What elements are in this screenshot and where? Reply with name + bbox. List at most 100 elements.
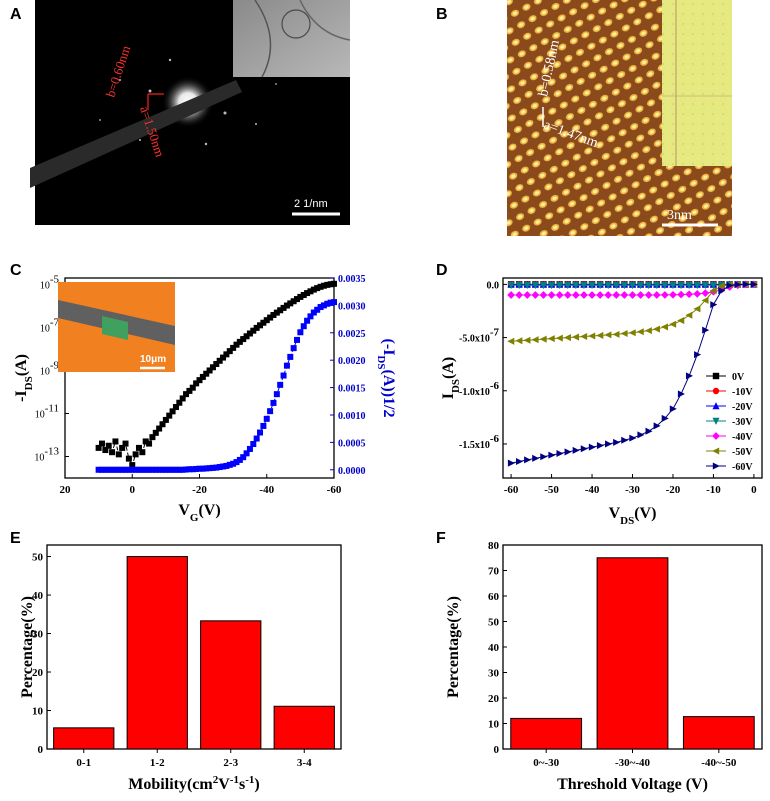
point-sqrt-ids (125, 466, 132, 473)
point-sqrt-ids (267, 408, 274, 415)
point-sqrt-ids (162, 466, 169, 473)
point-sqrt-ids (149, 466, 156, 473)
point--50V (596, 331, 604, 339)
y-tick-label: 60 (488, 591, 500, 603)
point--40V (685, 290, 693, 299)
point--40V (596, 291, 604, 299)
legend-marker (712, 447, 720, 455)
point-log-ids (196, 377, 203, 384)
point-sqrt-ids (112, 466, 119, 473)
point-log-ids (270, 311, 277, 318)
point--40V (628, 291, 637, 299)
point--50V (539, 335, 547, 343)
legend-marker (712, 432, 720, 440)
y-tick-label: 40 (488, 642, 500, 654)
point-log-ids (273, 309, 280, 316)
point-log-ids (226, 348, 233, 355)
point--30V (653, 282, 661, 290)
point--60V (669, 405, 677, 413)
point--60V (596, 442, 604, 450)
point-log-ids (105, 442, 112, 449)
point-log-ids (307, 288, 314, 295)
point-sqrt-ids (294, 336, 301, 343)
point-sqrt-ids (166, 466, 173, 473)
point-sqrt-ids (324, 300, 331, 307)
y-tick-label: -1.0x10-6 (459, 380, 500, 398)
point-log-ids (317, 283, 324, 290)
point--50V (636, 328, 644, 336)
point-sqrt-ids (135, 466, 142, 473)
scalebar-a-label: 2 1/nm (294, 198, 328, 210)
legend-label: -50V (732, 447, 753, 458)
point-sqrt-ids (152, 466, 159, 473)
chartE-ylabel: Percentage(%) (19, 596, 36, 698)
chart-d-frame (502, 277, 763, 479)
point--40V (620, 291, 629, 299)
point-log-ids (159, 421, 166, 428)
point--50V (604, 331, 612, 339)
chartE-frame (46, 544, 342, 750)
point-log-ids (203, 370, 210, 377)
y-tick-label: 30 (488, 668, 500, 680)
point--60V (548, 451, 556, 459)
point-log-ids (109, 449, 116, 456)
scalebar-b-label: 3nm (667, 208, 692, 223)
chartE-xlabel: Mobility(cm2V-1s-1) (128, 774, 259, 793)
point--30V (669, 282, 677, 290)
point--30V (515, 282, 523, 290)
point-log-ids (199, 373, 206, 380)
point--50V (693, 305, 701, 313)
point-sqrt-ids (317, 304, 324, 311)
point--50V (717, 282, 725, 290)
panel-label-a: A (10, 6, 22, 23)
panel-label-d: D (436, 262, 448, 279)
legend-label: -40V (732, 432, 753, 443)
point-sqrt-ids (139, 466, 146, 473)
y-tick-label: 80 (488, 540, 500, 552)
x-tick-label: 0-1 (76, 757, 91, 769)
point--40V (612, 291, 621, 299)
point-log-ids (216, 357, 223, 364)
point--50V (701, 296, 709, 304)
panel-label-c: C (10, 262, 22, 279)
y-tick-label: 50 (488, 617, 500, 629)
y-left-tick-label: 10-7 (40, 316, 60, 334)
point--50V (612, 330, 620, 338)
y-tick-label: 50 (32, 552, 44, 564)
y-tick-label: 0 (494, 744, 500, 756)
chart-f: 0 10 20 30 40 50 60 70 80 0~-30 -30~-40 -40~-50 Thre… (445, 540, 763, 793)
point--60V (540, 453, 548, 461)
point-log-ids (240, 336, 247, 343)
point-log-ids (280, 304, 287, 311)
point-sqrt-ids (253, 435, 260, 442)
point-log-ids (176, 399, 183, 406)
point--60V (726, 281, 734, 289)
point--50V (580, 332, 588, 341)
point--40V (588, 291, 596, 299)
point--50V (572, 333, 580, 341)
point-sqrt-ids (172, 466, 179, 473)
point--60V (629, 434, 637, 442)
point-log-ids (300, 291, 307, 298)
point-sqrt-ids (199, 465, 206, 472)
chartF-xlabel: Threshold Voltage (V) (557, 776, 708, 793)
point--40V (669, 290, 677, 299)
x-tick-label: -40 (585, 484, 600, 496)
point-log-ids (156, 425, 163, 432)
point-sqrt-ids (189, 466, 196, 473)
point-sqrt-ids (287, 353, 294, 360)
point-sqrt-ids (314, 306, 321, 313)
point--60V (710, 301, 718, 309)
y-right-tick-label: 0.0010 (338, 411, 366, 422)
point--60V (556, 450, 564, 458)
y-tick-label: 20 (32, 667, 44, 679)
point--40V (652, 291, 661, 299)
y-left-tick-label: 10-11 (35, 402, 59, 420)
x-tick-label: 3-4 (297, 757, 312, 769)
point-sqrt-ids (310, 309, 317, 316)
point-sqrt-ids (98, 466, 105, 473)
bar-3-4 (273, 705, 335, 750)
legend-marker (712, 417, 720, 425)
point--40V (604, 291, 613, 299)
point-log-ids (230, 344, 237, 351)
